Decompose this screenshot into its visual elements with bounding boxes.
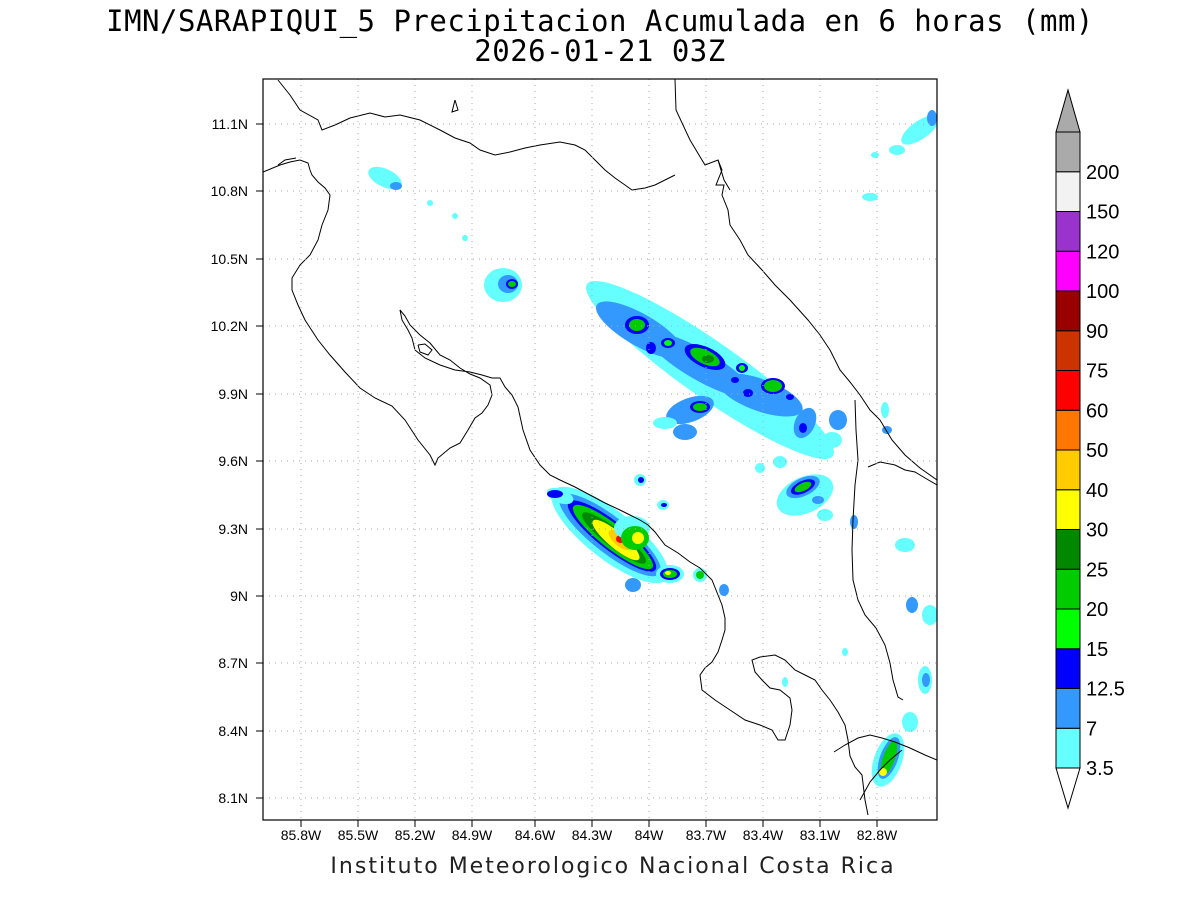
lon-label: 83.4W [743,827,784,843]
colorbar-label: 75 [1086,361,1108,383]
lat-label: 10.2N [211,318,248,334]
lon-label: 84.3W [572,827,613,843]
colorbar-segment [1055,409,1081,451]
colorbar-label: 20 [1086,599,1108,621]
colorbar-segment [1055,608,1081,650]
map-title: IMN/SARAPIQUI_5 Precipitacion Acumulada … [106,4,1094,38]
latitude-labels: 11.1N 10.8N 10.5N 10.2N 9.9N 9.6N 9.3N 9… [211,116,248,806]
colorbar-segment [1055,250,1081,292]
lon-label: 84.9W [452,827,493,843]
lat-label: 9.6N [218,453,248,469]
map-valid-time: 2026-01-21 03Z [474,34,726,68]
colorbar-segment [1055,727,1081,769]
footer-credit: Instituto Meteorologico Nacional Costa R… [330,854,896,879]
lon-label: 84.6W [515,827,556,843]
colorbar-label: 200 [1086,162,1119,184]
colorbar-segment [1055,330,1081,371]
lat-label: 8.7N [218,655,248,671]
lat-label: 11.1N [212,116,248,132]
colorbar-label: 30 [1086,520,1108,542]
colorbar-label: 12.5 [1086,679,1125,701]
lat-label: 8.1N [218,790,248,806]
colorbar-bottom-arrow [1055,767,1081,810]
colorbar-segment [1055,171,1081,212]
colorbar-segment [1055,211,1081,252]
colorbar-label: 50 [1086,440,1108,462]
colorbar-segment [1055,489,1081,530]
lon-label: 83.7W [686,827,727,843]
colorbar-label: 120 [1086,241,1119,263]
axis-ticks [256,123,878,827]
lat-label: 9N [230,588,248,604]
colorbar-label: 25 [1086,559,1108,581]
colorbar-label: 7 [1086,718,1097,740]
colorbar: 3.5 7 12.5 15 20 25 30 40 50 60 75 90 100 120 150 200 [1055,88,1125,810]
lat-label: 10.8N [211,183,248,199]
lon-label: 83.1W [800,827,841,843]
colorbar-segment [1055,449,1081,491]
colorbar-label: 3.5 [1086,758,1114,780]
lat-label: 9.3N [218,521,248,537]
colorbar-top-arrow [1055,88,1081,133]
precipitation-fields [368,110,937,787]
colorbar-segment [1055,529,1081,570]
colorbar-label: 15 [1086,639,1108,661]
lon-label: 85.2W [395,827,436,843]
colorbar-segment [1055,568,1081,610]
lat-label: 10.5N [211,251,248,267]
colorbar-label: 150 [1086,202,1119,224]
lat-label: 9.9N [218,386,248,402]
colorbar-label: 100 [1086,281,1119,303]
lon-label: 85.5W [338,827,379,843]
colorbar-label: 60 [1086,400,1108,422]
longitude-labels: 85.8W 85.5W 85.2W 84.9W 84.6W 84.3W 84W … [281,827,898,843]
colorbar-segment [1055,648,1081,689]
lat-label: 8.4N [218,723,248,739]
graticule [263,79,937,820]
colorbar-segment [1055,688,1081,729]
colorbar-segment [1055,370,1081,411]
coastlines [263,79,937,816]
colorbar-segment [1055,131,1081,173]
map-frame [262,78,938,821]
colorbar-segment [1055,290,1081,332]
colorbar-label: 90 [1086,321,1108,343]
lon-label: 85.8W [281,827,322,843]
lon-label: 84W [635,827,665,843]
lon-label: 82.8W [857,827,898,843]
colorbar-label: 40 [1086,480,1108,502]
